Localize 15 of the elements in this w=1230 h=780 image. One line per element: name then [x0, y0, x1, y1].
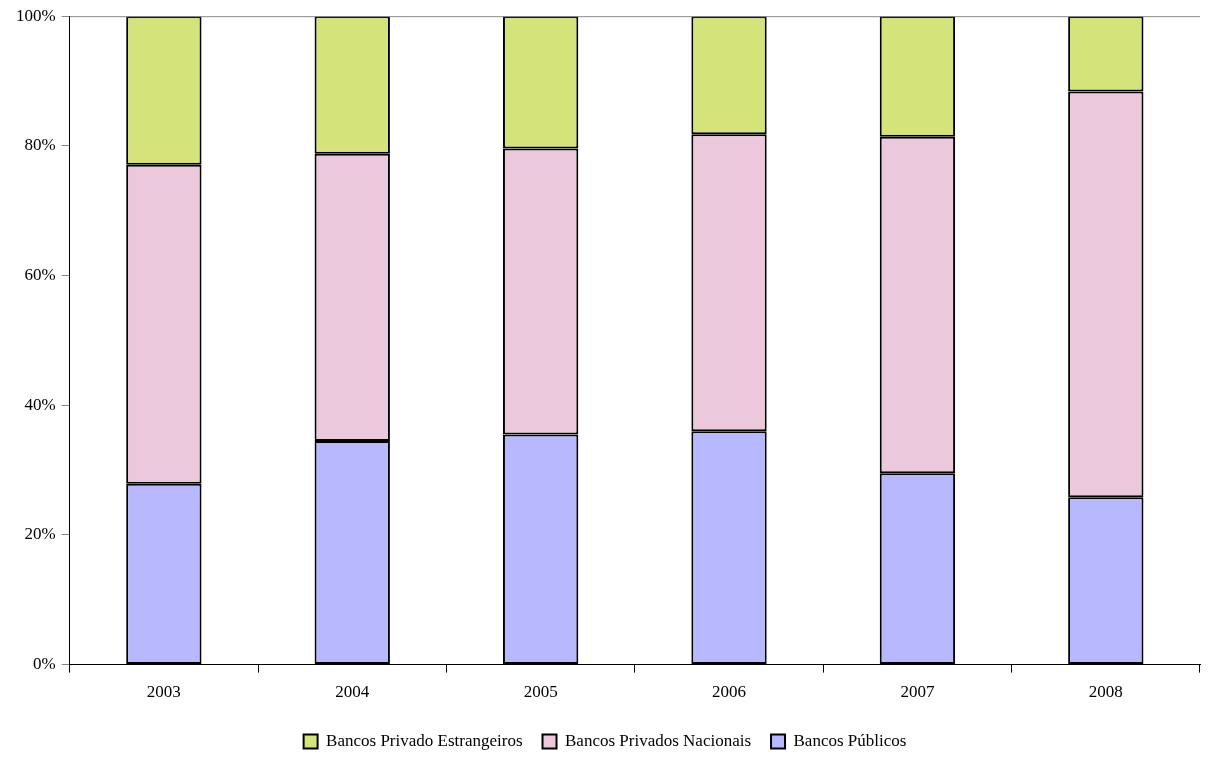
y-tick-label: 20%: [24, 524, 56, 544]
y-tick-label: 0%: [32, 654, 56, 674]
y-tick-label: 100%: [15, 5, 56, 25]
y-tick-label: 40%: [24, 394, 56, 414]
x-tick-label: 2007: [900, 682, 935, 702]
x-tick-label: 2008: [1088, 682, 1123, 702]
legend-label: Bancos Privado Estrangeiros: [326, 730, 523, 750]
legend-label: Bancos Privados Nacionais: [565, 730, 752, 750]
x-tick-label: 2004: [335, 682, 370, 702]
x-tick-label: 2003: [146, 682, 181, 702]
y-tick-label: 60%: [24, 265, 56, 285]
legend-label: Bancos Públicos: [793, 730, 907, 750]
x-tick-label: 2005: [523, 682, 558, 702]
y-tick-label: 80%: [24, 135, 56, 155]
x-tick-label: 2006: [712, 682, 747, 702]
